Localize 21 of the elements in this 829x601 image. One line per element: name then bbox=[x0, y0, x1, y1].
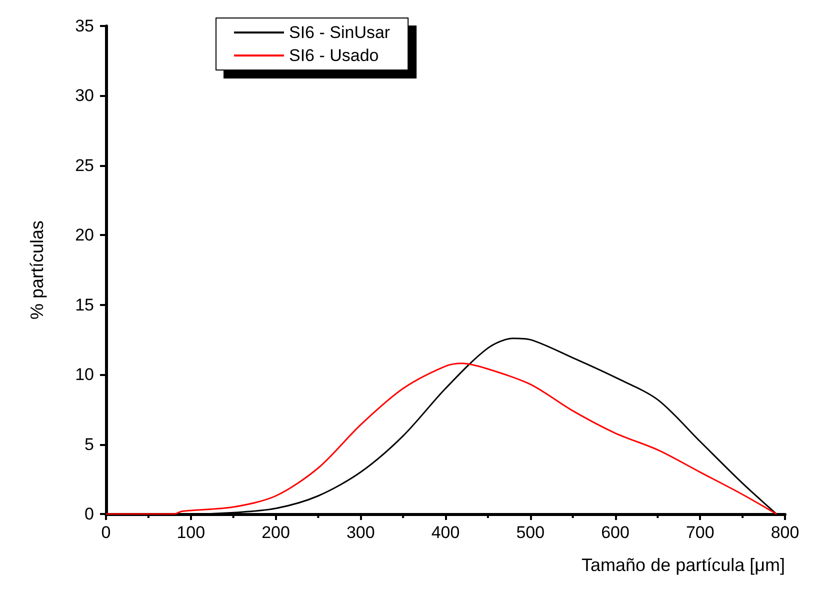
y-tick-label: 10 bbox=[75, 365, 94, 384]
y-tick-label: 5 bbox=[84, 434, 94, 454]
x-tick-label: 500 bbox=[516, 523, 545, 542]
legend-label: SI6 - Usado bbox=[289, 46, 379, 65]
y-tick-label: 15 bbox=[75, 295, 94, 314]
x-tick-label: 400 bbox=[431, 523, 460, 542]
legend-label: SI6 - SinUsar bbox=[289, 23, 390, 42]
y-tick-label: 0 bbox=[84, 504, 94, 524]
x-tick-label: 100 bbox=[176, 523, 206, 542]
y-tick-label: 20 bbox=[75, 226, 94, 245]
y-tick-label: 25 bbox=[75, 156, 94, 175]
x-axis-title: Tamaño de partícula [μm] bbox=[582, 555, 785, 575]
x-tick-label: 800 bbox=[770, 523, 800, 542]
x-tick-label: 700 bbox=[686, 523, 714, 542]
x-tick-label: 0 bbox=[101, 523, 111, 542]
y-tick-label: 35 bbox=[75, 16, 94, 36]
x-tick-label: 200 bbox=[262, 523, 290, 542]
y-axis-title: % partículas bbox=[27, 220, 47, 320]
y-tick-label: 30 bbox=[75, 86, 94, 106]
x-tick-label: 600 bbox=[601, 523, 630, 542]
x-tick-label: 300 bbox=[346, 523, 375, 542]
